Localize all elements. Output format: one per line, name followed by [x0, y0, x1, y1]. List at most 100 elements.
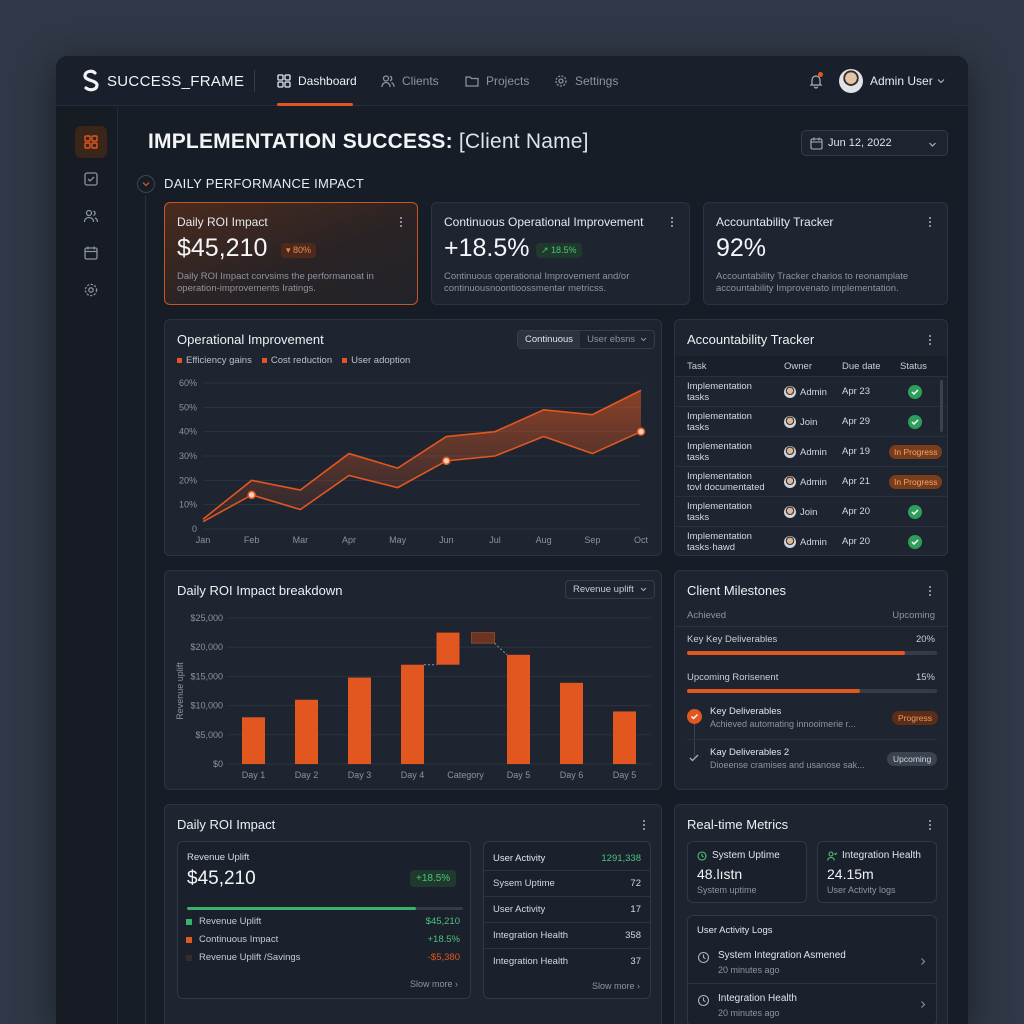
line-label: Revenue Uplift — [199, 916, 262, 927]
folder-icon — [465, 76, 479, 87]
kpi-card-accountability[interactable]: Accountability Tracker 92% Accountabilit… — [703, 202, 948, 305]
nav-settings[interactable]: Settings — [554, 74, 618, 88]
x-tick-label: Day 1 — [242, 770, 266, 780]
sidebar-item-calendar[interactable] — [75, 237, 107, 269]
status-badge: In Progress — [889, 475, 943, 489]
metric-tile-title: System Uptime — [712, 850, 780, 861]
section-collapse-button[interactable] — [137, 175, 155, 193]
table-row[interactable]: Implementation tasks Admin Apr 23 — [675, 376, 947, 406]
task-cell: Implementation tasks — [687, 501, 752, 523]
sidebar-item-settings[interactable] — [75, 274, 107, 306]
activity-value: 72 — [630, 878, 641, 889]
kpi-label: Daily ROI Impact — [177, 215, 268, 229]
legend-swatch — [186, 936, 192, 943]
roi-impact-panel: Daily ROI Impact Revenue Uplift $45,210 … — [164, 804, 662, 1024]
more-icon[interactable] — [670, 216, 674, 228]
x-tick-label: Day 4 — [401, 770, 425, 780]
more-icon[interactable] — [928, 334, 932, 346]
table-row[interactable]: Implementation tasks Join Apr 20 — [675, 496, 947, 526]
toggle-continuous[interactable]: Continuous — [518, 331, 581, 348]
users-icon — [381, 75, 395, 88]
milestone-progress-fill — [687, 689, 860, 693]
log-item[interactable]: System Integration Asmened 20 minutes ag… — [688, 941, 936, 983]
metric-dropdown[interactable]: Revenue uplift — [565, 580, 655, 599]
achieved-label: Achieved — [687, 610, 727, 621]
status-badge: In Progress — [889, 445, 943, 459]
avatar[interactable] — [839, 69, 863, 93]
revenue-uplift-box: Revenue Uplift $45,210 +18.5% Revenue Up… — [177, 841, 471, 999]
nav-projects[interactable]: Projects — [465, 74, 529, 88]
chevron-down-icon[interactable] — [936, 76, 946, 86]
date-picker[interactable]: Jun 12, 2022 — [801, 130, 948, 156]
revenue-label: Revenue Uplift — [187, 852, 250, 863]
more-icon[interactable] — [399, 216, 403, 228]
toggle-user-label: User ebsns — [587, 334, 636, 345]
owner-name: Admin — [800, 386, 827, 398]
y-tick-label: $15,000 — [190, 671, 223, 681]
legend-item: Efficiency gains — [177, 355, 252, 366]
table-row[interactable]: Implementation tasks Admin Apr 19 In Progre… — [675, 436, 947, 466]
toggle-user[interactable]: User ebsns — [580, 331, 654, 348]
divider — [675, 626, 949, 627]
more-icon[interactable] — [928, 819, 932, 831]
more-icon[interactable] — [928, 585, 932, 597]
kpi-badge: ↗ 18.5% — [536, 243, 582, 258]
top-bar: SUCCESS_FRAME Dashboard Clients Projects… — [56, 56, 968, 106]
table-row[interactable]: Implementation tasks Join Apr 29 — [675, 406, 947, 436]
nav-dashboard[interactable]: Dashboard — [277, 74, 357, 88]
app-window: SUCCESS_FRAME Dashboard Clients Projects… — [56, 56, 968, 1024]
divider — [254, 70, 255, 92]
bar — [295, 699, 318, 764]
activity-key: Integration Health — [493, 930, 568, 941]
user-name[interactable]: Admin User — [870, 74, 933, 88]
grid-icon — [84, 135, 98, 149]
show-more-link[interactable]: Slow more › — [410, 979, 459, 989]
bar — [613, 711, 636, 764]
activity-value: 17 — [630, 904, 641, 915]
x-tick-label: Mar — [293, 535, 309, 545]
table-row[interactable]: Implementation tasks·hawd Admin Apr 20 — [675, 526, 947, 555]
more-icon[interactable] — [928, 216, 932, 228]
line-value: -$5,380 — [427, 952, 460, 963]
sidebar-item-dashboard[interactable] — [75, 126, 107, 158]
user-activity-box: User Activity 1291,338 Sysem Uptime 72 Us… — [483, 841, 651, 999]
checkbox-icon — [84, 172, 98, 186]
bar — [401, 664, 424, 764]
sidebar-item-clients[interactable] — [75, 200, 107, 232]
check-icon — [908, 385, 922, 399]
check-icon — [689, 754, 699, 762]
owner-cell: Join — [784, 416, 817, 428]
page-title-client: [Client Name] — [458, 130, 589, 153]
y-tick-label: 30% — [179, 451, 197, 461]
milestone-status-badge: Upcoming — [887, 752, 938, 766]
calendar-icon — [810, 137, 823, 150]
table-row[interactable]: Implementation tovl documentated Admin Apr… — [675, 466, 947, 496]
more-icon[interactable] — [642, 819, 646, 831]
kpi-card-roi[interactable]: Daily ROI Impact $45,210 ▾ 80% Daily ROI… — [164, 202, 418, 305]
due-cell: Apr 23 — [842, 386, 870, 397]
activity-title: User Activity — [493, 853, 546, 864]
sidebar-item-tasks[interactable] — [75, 163, 107, 195]
chart-toggle[interactable]: Continuous User ebsns — [517, 330, 656, 349]
metric-tile-head: System Uptime — [697, 850, 780, 861]
table-header: Task Owner Due date Status — [675, 356, 947, 376]
kpi-card-improvement[interactable]: Continuous Operational Improvement +18.5… — [431, 202, 690, 305]
log-item[interactable]: Integration Health 20 minutes ago — [688, 983, 936, 1024]
avatar — [784, 506, 796, 518]
show-more-link[interactable]: Slow more › — [592, 981, 641, 991]
owner-name: Admin — [800, 536, 827, 548]
check-icon — [908, 415, 922, 429]
floating-bar — [436, 632, 460, 665]
sidebar — [56, 107, 118, 1024]
activity-row: User Activity 17 — [484, 896, 650, 922]
accountability-tracker-card: Accountability Tracker Task Owner Due da… — [674, 319, 948, 556]
app-name: SUCCESS_FRAME — [107, 73, 245, 90]
task-cell: Implementation tovl documentated — [687, 471, 765, 493]
bell-icon[interactable] — [808, 73, 824, 89]
y-tick-label: $25,000 — [190, 613, 223, 623]
series-line-cost — [202, 430, 642, 523]
nav-clients[interactable]: Clients — [381, 74, 439, 88]
logs-title: User Activity Logs — [697, 925, 773, 936]
scrollbar[interactable] — [940, 380, 943, 432]
card-title: Real-time Metrics — [687, 817, 789, 832]
